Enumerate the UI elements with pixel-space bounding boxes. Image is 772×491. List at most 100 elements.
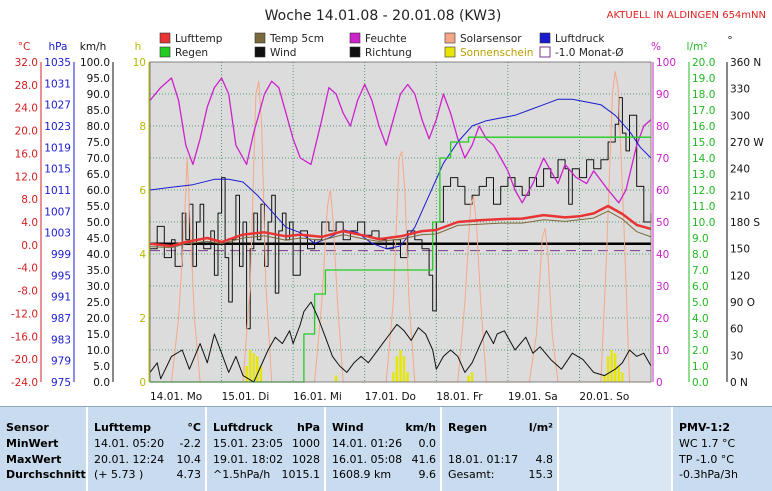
stats-separator bbox=[557, 407, 559, 491]
legend-label-luftdruck: Luftdruck bbox=[555, 33, 605, 45]
legend-item: Luftdruck bbox=[539, 32, 605, 45]
temp-tick-label: 28.0 bbox=[15, 80, 38, 92]
rain-tick-label: 8.0 bbox=[692, 249, 709, 261]
rain-tick-label: 17.0 bbox=[692, 105, 715, 117]
rain-tick-label: 16.0 bbox=[692, 121, 715, 133]
rain-unit: l/m² bbox=[687, 41, 708, 53]
stats-pmv-col: PMV-1:2 WC 1.7 °C TP -1.0 °C -0.3hPa/3h bbox=[673, 407, 772, 491]
wind-tick-label: 45.0 bbox=[87, 233, 110, 245]
stats-lufttemp-max-time: 20.01. 12:24 bbox=[94, 452, 165, 466]
temp-tick-label: 24.0 bbox=[15, 103, 38, 115]
hum-tick-label: 100 bbox=[656, 57, 676, 69]
sonnenschein-bar bbox=[617, 366, 620, 382]
stats-regen-max: 4.8 bbox=[535, 452, 554, 466]
hum-tick-label: 30 bbox=[656, 281, 669, 293]
stats-luftdruck-header: Luftdruck bbox=[213, 421, 273, 434]
press-tick-label: 1019 bbox=[44, 142, 71, 154]
rain-tick-label: 19.0 bbox=[692, 73, 715, 85]
legend-item: Lufttemp bbox=[159, 32, 223, 45]
hum-tick-label: 20 bbox=[656, 313, 669, 325]
sonnenschein-bar bbox=[334, 375, 338, 382]
sonnenschein-bar bbox=[392, 372, 395, 382]
wind-tick-label: 35.0 bbox=[87, 265, 110, 277]
dir-tick-label: 300 bbox=[730, 110, 750, 122]
press-tick-label: 1011 bbox=[44, 185, 71, 197]
stats-row-max: MaxWert bbox=[6, 452, 62, 466]
hum-tick-label: 10 bbox=[656, 345, 669, 357]
rain-tick-label: 12.0 bbox=[692, 185, 715, 197]
stats-wind-min-time: 14.01. 01:26 bbox=[332, 437, 403, 450]
wind-tick-label: 30.0 bbox=[87, 281, 110, 293]
x-tick-label: 14.01. Mo bbox=[150, 391, 202, 403]
wind-tick-label: 55.0 bbox=[87, 201, 110, 213]
plot-border bbox=[149, 61, 652, 383]
series-solarsensor bbox=[150, 71, 651, 383]
wind-tick-label: 10.0 bbox=[87, 345, 110, 357]
rain-tick-label: 1.0 bbox=[692, 361, 709, 373]
rain-tick-label: 10.0 bbox=[692, 217, 715, 229]
series-feuchte bbox=[149, 77, 652, 204]
series-luftdruck bbox=[149, 98, 652, 250]
legend-item: Sonnenschein bbox=[444, 46, 533, 59]
wind-tick-label: 40.0 bbox=[87, 249, 110, 261]
stats-lufttemp-col: Lufttemp °C 14.01. 05:20 -2.2 20.01. 12:24… bbox=[88, 407, 205, 491]
stats-luftdruck-avg: 1015.1 bbox=[281, 468, 321, 481]
press-tick-label: 999 bbox=[51, 249, 71, 261]
sonnenschein-bar bbox=[245, 366, 248, 382]
press-unit: hPa bbox=[49, 41, 68, 53]
dir-unit: ° bbox=[727, 35, 732, 47]
sonnenschein-bar bbox=[402, 356, 406, 382]
stats-separator bbox=[205, 407, 207, 491]
press-tick-label: 983 bbox=[51, 334, 71, 346]
sonnenschein-bar bbox=[252, 353, 255, 382]
legend-item: -1.0 Monat-Ø bbox=[539, 46, 624, 59]
stats-lufttemp-min-time: 14.01. 05:20 bbox=[94, 437, 165, 450]
stats-pmv-trend: -0.3hPa/3h bbox=[679, 468, 738, 481]
hum-tick-label: 60 bbox=[656, 185, 669, 197]
stats-regen-col: Regen l/m² 18.01. 01:17 4.8 Gesamt: 15.3 bbox=[442, 407, 557, 491]
dir-tick-label: 210 bbox=[730, 190, 750, 202]
wind-tick-label: 100.0 bbox=[80, 57, 110, 69]
press-tick-label: 1035 bbox=[44, 57, 71, 69]
wind-tick-label: 70.0 bbox=[87, 153, 110, 165]
stats-wind-avg-note: 1608.9 km bbox=[332, 468, 392, 481]
hum-tick-label: 90 bbox=[656, 89, 669, 101]
temp-tick-label: 8.0 bbox=[21, 194, 38, 206]
wind-tick-label: 75.0 bbox=[87, 137, 110, 149]
stats-wind-col: Wind km/h 14.01. 01:26 0.0 16.01. 05:08 41.… bbox=[326, 407, 440, 491]
stats-row-min: MinWert bbox=[6, 437, 59, 450]
wind-tick-label: 60.0 bbox=[87, 185, 110, 197]
dir-tick-label: 90 O bbox=[730, 297, 755, 309]
sonnenschein-bars bbox=[245, 350, 624, 382]
wind-tick-label: 25.0 bbox=[87, 297, 110, 309]
legend-swatch-feuchte bbox=[349, 32, 361, 44]
x-axis: 14.01. Mo 15.01. Di 16.01. Mi 17.01. Do 18.0… bbox=[150, 391, 629, 403]
rain-tick-label: 11.0 bbox=[692, 201, 715, 213]
stats-separator bbox=[671, 407, 673, 491]
stats-luftdruck-col: Luftdruck hPa 15.01. 23:05 1000 19.01. 18:… bbox=[207, 407, 324, 491]
sonnenschein-bar bbox=[621, 372, 624, 382]
rain-tick-label: 14.0 bbox=[692, 153, 715, 165]
wind-unit: km/h bbox=[80, 41, 107, 53]
stats-luftdruck-avg-note: ^1.5hPa/h bbox=[213, 468, 271, 481]
chart-title: Woche 14.01.08 - 20.01.08 (KW3) bbox=[265, 8, 502, 24]
sun-tick-label: 0 bbox=[139, 377, 146, 389]
temp-tick-label: -12.0 bbox=[11, 308, 38, 320]
wind-tick-label: 85.0 bbox=[87, 105, 110, 117]
x-tick-label: 17.01. Do bbox=[365, 391, 416, 403]
wind-tick-label: 80.0 bbox=[87, 121, 110, 133]
wind-tick-label: 20.0 bbox=[87, 313, 110, 325]
stats-lufttemp-header: Lufttemp bbox=[94, 421, 151, 434]
legend-item: Solarsensor bbox=[444, 32, 522, 45]
dir-tick-label: 60 bbox=[730, 324, 743, 336]
legend-swatch-regen bbox=[159, 46, 171, 58]
stats-luftdruck-min-time: 15.01. 23:05 bbox=[213, 437, 284, 450]
x-tick-label: 20.01. So bbox=[579, 391, 629, 403]
stats-lufttemp-avg-note: (+ 5.73 ) bbox=[94, 468, 144, 481]
weather-chart: Woche 14.01.08 - 20.01.08 (KW3) AKTUELL … bbox=[11, 8, 766, 403]
press-tick-label: 979 bbox=[51, 356, 71, 368]
stats-wind-max-time: 16.01. 05:08 bbox=[332, 452, 403, 466]
stats-lufttemp-min: -2.2 bbox=[179, 437, 201, 450]
temp-tick-label: -20.0 bbox=[11, 354, 38, 366]
stats-pmv-header: PMV-1:2 bbox=[679, 421, 730, 434]
